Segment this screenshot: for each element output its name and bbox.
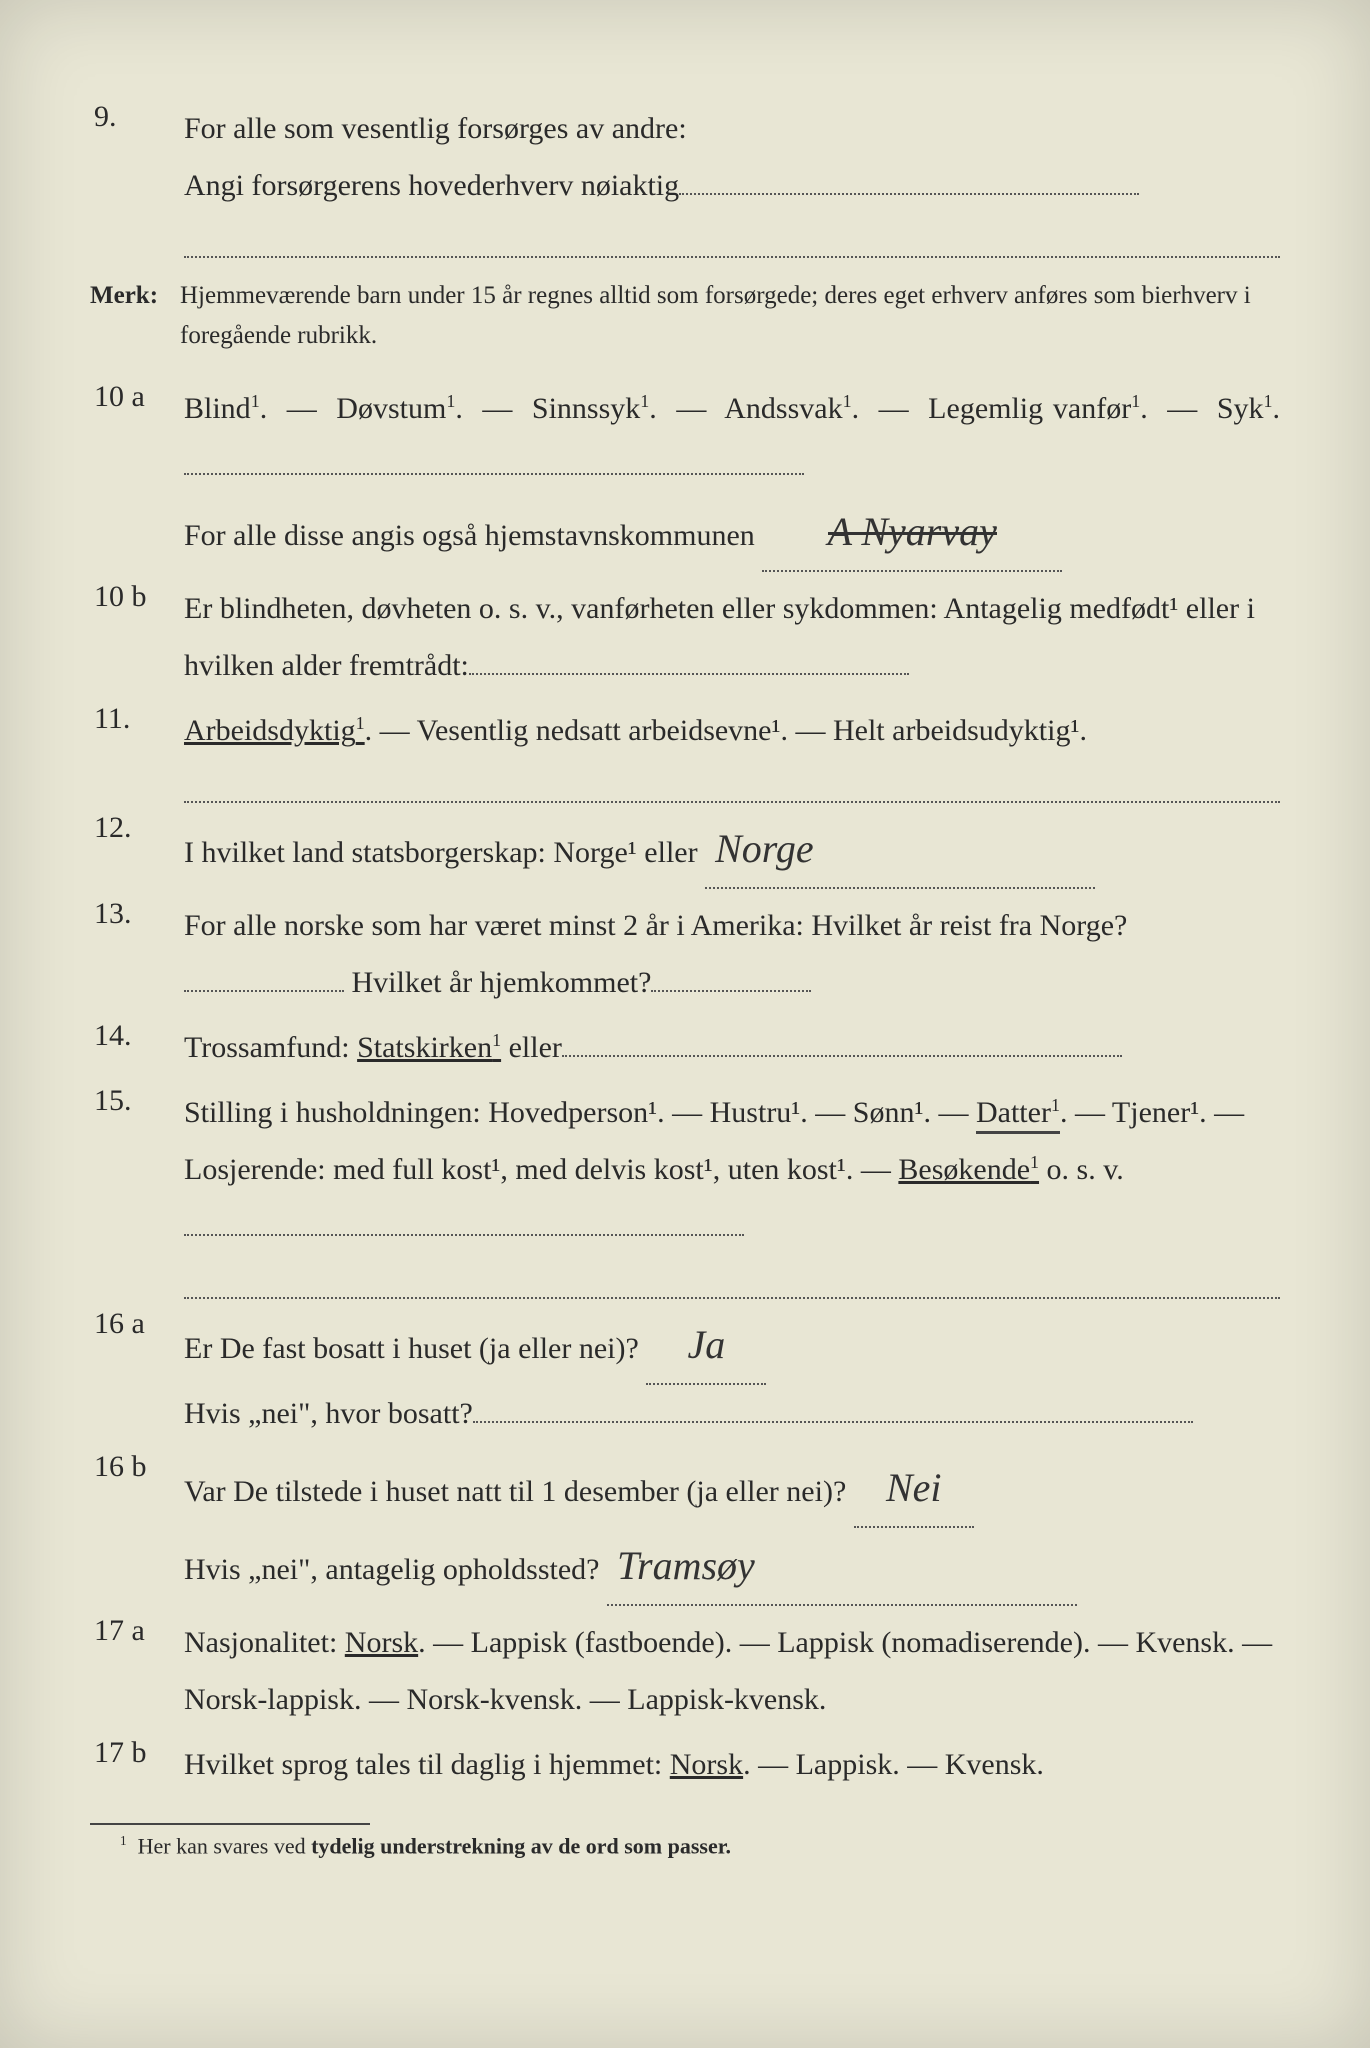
q10a-hjemstavn: For alle disse angis også hjemstavnskomm… xyxy=(184,494,1280,572)
q9-body: For alle som vesentlig forsørges av andr… xyxy=(184,100,1280,258)
q16b-line1-text: Var De tilstede i huset natt til 1 desem… xyxy=(184,1475,846,1508)
q17b-norsk: Norsk xyxy=(670,1748,743,1781)
q16a-line1-text: Er De fast bosatt i huset (ja eller nei)… xyxy=(184,1332,639,1365)
question-17a: 17 a Nasjonalitet: Norsk. — Lappisk (fas… xyxy=(90,1614,1280,1728)
q15-pre: Stilling i husholdningen: Hovedperson¹. … xyxy=(184,1096,976,1129)
question-16a: 16 a Er De fast bosatt i huset (ja eller… xyxy=(90,1307,1280,1442)
q10a-hjemstavn-blank[interactable]: A Nyarvay xyxy=(762,494,1062,572)
q16a-blank1[interactable]: Ja xyxy=(646,1307,766,1385)
q16b-body: Var De tilstede i huset natt til 1 desem… xyxy=(184,1450,1280,1606)
q13-blank2[interactable] xyxy=(651,990,811,992)
q10a-options: Blind1. — Døvstum1. — Sinnssyk1. — Andss… xyxy=(184,380,1280,494)
q9-line2-text: Angi forsørgerens hovederhverv nøiaktig xyxy=(184,169,679,202)
footnote-marker: 1 xyxy=(120,1833,127,1848)
q10b-text: Er blindheten, døvheten o. s. v., vanfør… xyxy=(184,592,1255,682)
q14-statskirken: Statskirken1 xyxy=(357,1031,501,1064)
q15-number: 15. xyxy=(90,1084,184,1118)
question-14: 14. Trossamfund: Statskirken1 eller xyxy=(90,1019,1280,1076)
q16b-line2: Hvis „nei", antagelig opholdssted? Trams… xyxy=(184,1528,1280,1606)
q12-body: I hvilket land statsborgerskap: Norge¹ e… xyxy=(184,811,1280,889)
merk-note: Merk: Hjemmeværende barn under 15 år reg… xyxy=(90,276,1280,356)
q16a-line2: Hvis „nei", hvor bosatt? xyxy=(184,1385,1280,1442)
q11-body: Arbeidsdyktig1. — Vesentlig nedsatt arbe… xyxy=(184,702,1280,803)
q16a-number: 16 a xyxy=(90,1307,184,1341)
q17b-pre: Hvilket sprog tales til daglig i hjemmet… xyxy=(184,1748,670,1781)
q14-pre: Trossamfund: xyxy=(184,1031,357,1064)
q10b-blank[interactable] xyxy=(469,673,909,675)
q17b-post: . — Lappisk. — Kvensk. xyxy=(743,1748,1044,1781)
q16a-line2-text: Hvis „nei", hvor bosatt? xyxy=(184,1397,473,1430)
q12-text: I hvilket land statsborgerskap: Norge¹ e… xyxy=(184,836,698,869)
q13-blank1[interactable] xyxy=(184,990,344,992)
q11-rest: . — Vesentlig nedsatt arbeidsevne¹. — He… xyxy=(365,714,1087,747)
q12-handwriting: Norge xyxy=(715,826,814,871)
merk-label: Merk: xyxy=(90,276,180,316)
q13-mid: Hvilket år hjemkommet? xyxy=(352,966,652,999)
question-17b: 17 b Hvilket sprog tales til daglig i hj… xyxy=(90,1736,1280,1793)
q16a-line1: Er De fast bosatt i huset (ja eller nei)… xyxy=(184,1307,1280,1385)
q10b-number: 10 b xyxy=(90,580,184,614)
footnote: 1 Her kan svares ved tydelig understrekn… xyxy=(90,1833,1280,1859)
q17b-number: 17 b xyxy=(90,1736,184,1770)
question-10b: 10 b Er blindheten, døvheten o. s. v., v… xyxy=(90,580,1280,694)
q10a-line2-text: For alle disse angis også hjemstavnskomm… xyxy=(184,519,755,552)
q10b-body: Er blindheten, døvheten o. s. v., vanfør… xyxy=(184,580,1280,694)
q16b-line1: Var De tilstede i huset natt til 1 desem… xyxy=(184,1450,1280,1528)
q9-blank[interactable] xyxy=(679,193,1139,195)
q15-body: Stilling i husholdningen: Hovedperson¹. … xyxy=(184,1084,1280,1299)
q16a-hand1: Ja xyxy=(687,1322,725,1367)
q15-post: o. s. v. xyxy=(1039,1153,1124,1186)
q9-line1: For alle som vesentlig forsørges av andr… xyxy=(184,100,1280,157)
q11-arbeidsdyktig: Arbeidsdyktig1 xyxy=(184,714,365,747)
merk-text: Hjemmeværende barn under 15 år regnes al… xyxy=(180,276,1280,356)
question-15: 15. Stilling i husholdningen: Hovedperso… xyxy=(90,1084,1280,1299)
question-11: 11. Arbeidsdyktig1. — Vesentlig nedsatt … xyxy=(90,702,1280,803)
q15-besokende: Besøkende1 xyxy=(898,1153,1039,1186)
q14-body: Trossamfund: Statskirken1 eller xyxy=(184,1019,1280,1076)
q16a-body: Er De fast bosatt i huset (ja eller nei)… xyxy=(184,1307,1280,1442)
q11-number: 11. xyxy=(90,702,184,736)
q9-line2: Angi forsørgerens hovederhverv nøiaktig xyxy=(184,157,1280,214)
q10a-syk-blank[interactable] xyxy=(184,473,804,475)
q16a-blank2[interactable] xyxy=(473,1421,1193,1423)
q10a-handwriting: A Nyarvay xyxy=(828,509,997,554)
question-10a: 10 a Blind1. — Døvstum1. — Sinnssyk1. — … xyxy=(90,380,1280,572)
footnote-rule xyxy=(90,1823,370,1825)
q15-blank[interactable] xyxy=(184,1234,744,1236)
question-13: 13. For alle norske som har været minst … xyxy=(90,897,1280,1011)
q11-blank-line[interactable] xyxy=(184,765,1280,803)
q16b-hand2: Tramsøy xyxy=(617,1543,755,1588)
footnote-text: Her kan svares ved tydelig understreknin… xyxy=(138,1833,731,1858)
q12-number: 12. xyxy=(90,811,184,845)
q14-post: eller xyxy=(501,1031,562,1064)
q9-blank-line[interactable] xyxy=(184,220,1280,258)
q13-body: For alle norske som har været minst 2 år… xyxy=(184,897,1280,1011)
question-12: 12. I hvilket land statsborgerskap: Norg… xyxy=(90,811,1280,889)
q14-number: 14. xyxy=(90,1019,184,1053)
q12-blank[interactable]: Norge xyxy=(705,811,1095,889)
q13-number: 13. xyxy=(90,897,184,931)
q14-blank[interactable] xyxy=(562,1055,1122,1057)
q17b-body: Hvilket sprog tales til daglig i hjemmet… xyxy=(184,1736,1280,1793)
q17a-number: 17 a xyxy=(90,1614,184,1648)
q9-number: 9. xyxy=(90,100,184,134)
q16b-hand1: Nei xyxy=(886,1465,942,1510)
q15-datter: Datter1 xyxy=(976,1096,1060,1134)
question-16b: 16 b Var De tilstede i huset natt til 1 … xyxy=(90,1450,1280,1606)
census-form-page: 9. For alle som vesentlig forsørges av a… xyxy=(0,0,1370,2048)
q10a-body: Blind1. — Døvstum1. — Sinnssyk1. — Andss… xyxy=(184,380,1280,572)
q17a-norsk: Norsk xyxy=(345,1626,418,1659)
q16b-line2-text: Hvis „nei", antagelig opholdssted? xyxy=(184,1553,600,1586)
q16b-number: 16 b xyxy=(90,1450,184,1484)
q10a-number: 10 a xyxy=(90,380,184,414)
q17a-body: Nasjonalitet: Norsk. — Lappisk (fastboen… xyxy=(184,1614,1280,1728)
question-9: 9. For alle som vesentlig forsørges av a… xyxy=(90,100,1280,258)
q13-pre: For alle norske som har været minst 2 år… xyxy=(184,909,1127,942)
q17a-pre: Nasjonalitet: xyxy=(184,1626,345,1659)
q16b-blank2[interactable]: Tramsøy xyxy=(607,1528,1077,1606)
q16b-blank1[interactable]: Nei xyxy=(854,1450,974,1528)
q15-blank-line[interactable] xyxy=(184,1261,1280,1299)
